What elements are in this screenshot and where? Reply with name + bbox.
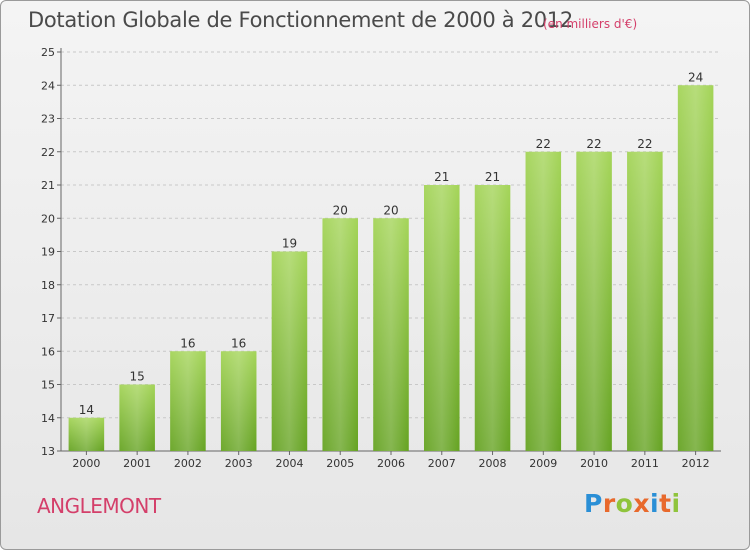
- xtick-label-2002: 2002: [174, 457, 202, 470]
- bar-shine-2006: [373, 218, 409, 451]
- xtick-label-2011: 2011: [631, 457, 659, 470]
- ytick-label-14: 14: [41, 412, 55, 425]
- value-label-2002: 16: [180, 336, 195, 350]
- ytick-label-25: 25: [41, 46, 55, 59]
- xtick-label-2006: 2006: [377, 457, 405, 470]
- bar-shine-2005: [322, 218, 358, 451]
- bar-shine-2012: [677, 85, 714, 451]
- value-label-2001: 15: [130, 370, 145, 384]
- value-label-2004: 19: [282, 237, 297, 251]
- logo-letter: x: [633, 489, 650, 518]
- bar-shine-2008: [474, 185, 511, 451]
- bar-shine-2010: [576, 151, 612, 451]
- value-label-2011: 22: [637, 137, 652, 151]
- value-label-2008: 21: [485, 170, 500, 184]
- xtick-label-2007: 2007: [428, 457, 456, 470]
- value-label-2005: 20: [333, 203, 348, 217]
- xtick-label-2001: 2001: [123, 457, 151, 470]
- bar-shine-2001: [119, 384, 155, 451]
- xtick-label-2012: 2012: [682, 457, 710, 470]
- bar-shine-2002: [170, 351, 206, 451]
- ytick-label-20: 20: [41, 212, 55, 225]
- bar-shine-2003: [220, 351, 257, 451]
- logo-letter: P: [584, 489, 603, 518]
- logo-letter: o: [615, 489, 634, 518]
- value-label-2003: 16: [231, 336, 246, 350]
- logo-letter: i: [671, 489, 681, 518]
- chart-title: Dotation Globale de Fonctionnement de 20…: [28, 8, 573, 32]
- xtick-label-2010: 2010: [580, 457, 608, 470]
- bars: [68, 85, 714, 451]
- ytick-label-24: 24: [41, 79, 55, 92]
- ytick-label-18: 18: [41, 279, 55, 292]
- bar-shine-2004: [271, 251, 308, 451]
- xtick-label-2008: 2008: [479, 457, 507, 470]
- bar-shine-2000: [68, 417, 105, 451]
- value-label-2010: 22: [586, 137, 601, 151]
- ytick-label-16: 16: [41, 345, 55, 358]
- ytick-label-23: 23: [41, 113, 55, 126]
- ytick-label-15: 15: [41, 379, 55, 392]
- ytick-label-19: 19: [41, 246, 55, 259]
- proxiti-logo[interactable]: Proxiti: [584, 489, 681, 518]
- bar-shine-2011: [627, 151, 663, 451]
- ytick-label-17: 17: [41, 312, 55, 325]
- xtick-label-2004: 2004: [275, 457, 303, 470]
- bar-shine-2009: [525, 151, 562, 451]
- value-label-2006: 20: [383, 203, 398, 217]
- value-label-2012: 24: [688, 70, 703, 84]
- value-label-2007: 21: [434, 170, 449, 184]
- ytick-label-13: 13: [41, 445, 55, 458]
- xtick-label-2009: 2009: [529, 457, 557, 470]
- logo-letter: t: [659, 489, 672, 518]
- logo-letter: i: [650, 489, 660, 518]
- xtick-label-2000: 2000: [72, 457, 100, 470]
- ytick-label-22: 22: [41, 146, 55, 159]
- chart-unit: (en milliers d'€): [543, 17, 638, 31]
- commune-name: ANGLEMONT: [37, 494, 161, 518]
- value-label-2000: 14: [79, 403, 94, 417]
- value-labels: 14 15 16 16 19 20 20 21 21 22 22 22 24: [79, 70, 704, 417]
- value-label-2009: 22: [536, 137, 551, 151]
- bar-shine-2007: [424, 185, 460, 451]
- xtick-label-2003: 2003: [225, 457, 253, 470]
- logo-letter: r: [602, 489, 616, 518]
- ytick-label-21: 21: [41, 179, 55, 192]
- xtick-label-2005: 2005: [326, 457, 354, 470]
